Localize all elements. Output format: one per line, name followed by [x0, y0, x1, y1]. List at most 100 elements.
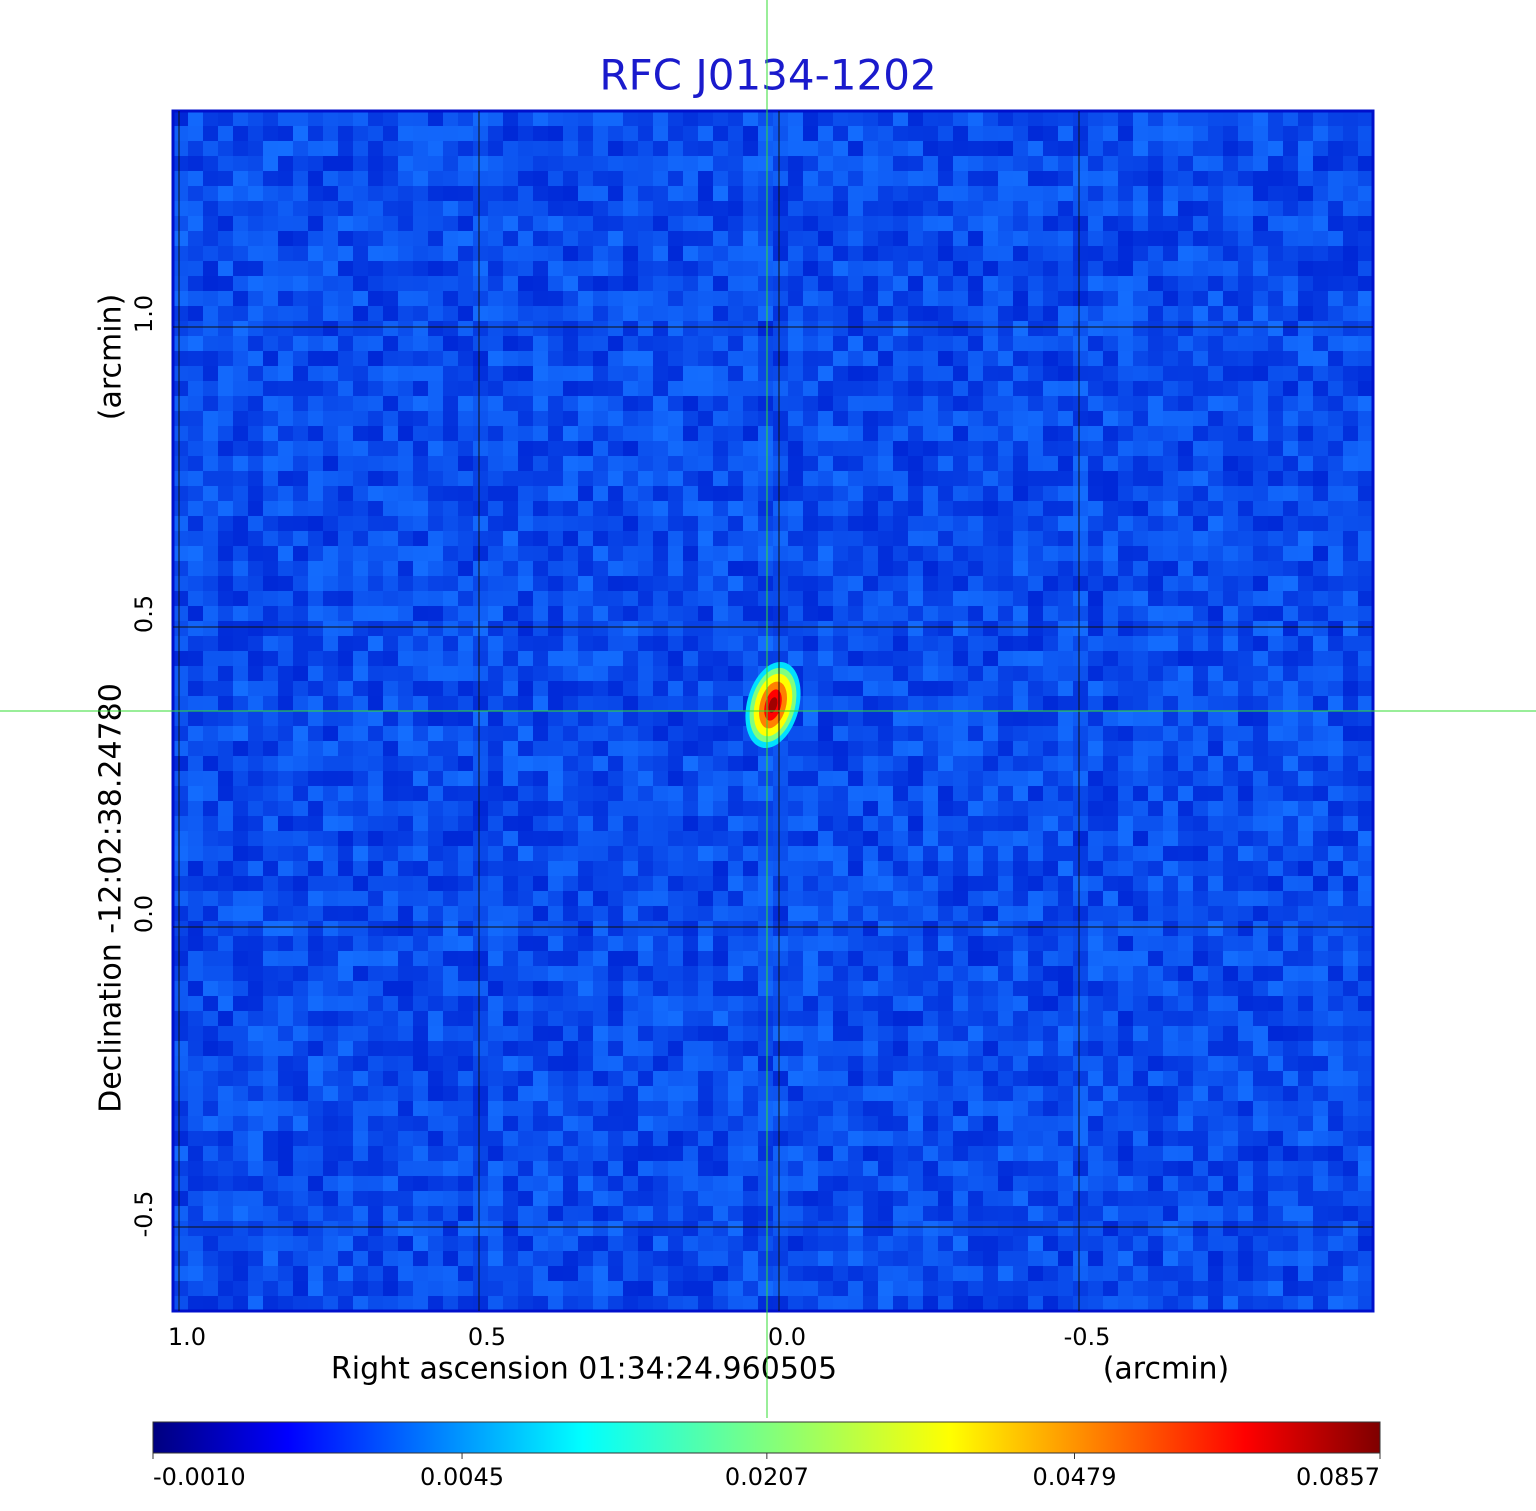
- noise-pixel: [1283, 141, 1298, 156]
- noise-pixel: [698, 426, 713, 441]
- noise-pixel: [458, 261, 473, 276]
- noise-pixel: [743, 111, 758, 126]
- noise-pixel: [413, 171, 428, 186]
- noise-pixel: [653, 186, 668, 201]
- noise-pixel: [908, 396, 923, 411]
- noise-pixel: [188, 396, 203, 411]
- noise-pixel: [953, 501, 968, 516]
- noise-pixel: [308, 351, 323, 366]
- noise-pixel: [263, 726, 278, 741]
- noise-pixel: [908, 846, 923, 861]
- noise-pixel: [818, 696, 833, 711]
- noise-pixel: [518, 411, 533, 426]
- noise-pixel: [458, 666, 473, 681]
- noise-pixel: [233, 186, 248, 201]
- noise-pixel: [1028, 261, 1043, 276]
- noise-pixel: [503, 951, 518, 966]
- noise-pixel: [818, 771, 833, 786]
- noise-pixel: [833, 831, 848, 846]
- noise-pixel: [1223, 186, 1238, 201]
- noise-pixel: [338, 591, 353, 606]
- noise-pixel: [518, 936, 533, 951]
- noise-pixel: [713, 711, 728, 726]
- noise-pixel: [803, 456, 818, 471]
- noise-pixel: [1028, 321, 1043, 336]
- noise-pixel: [368, 576, 383, 591]
- noise-pixel: [1028, 1011, 1043, 1026]
- noise-pixel: [518, 111, 533, 126]
- noise-pixel: [728, 846, 743, 861]
- noise-pixel: [908, 936, 923, 951]
- noise-pixel: [1193, 276, 1208, 291]
- noise-pixel: [248, 231, 263, 246]
- noise-pixel: [908, 741, 923, 756]
- noise-pixel: [548, 726, 563, 741]
- noise-pixel: [1163, 426, 1178, 441]
- noise-pixel: [818, 726, 833, 741]
- noise-pixel: [1118, 306, 1133, 321]
- noise-pixel: [428, 951, 443, 966]
- noise-pixel: [1238, 246, 1253, 261]
- noise-pixel: [968, 606, 983, 621]
- noise-pixel: [188, 261, 203, 276]
- noise-pixel: [473, 786, 488, 801]
- noise-pixel: [788, 366, 803, 381]
- noise-pixel: [593, 651, 608, 666]
- noise-pixel: [1283, 636, 1298, 651]
- noise-pixel: [1358, 471, 1373, 486]
- noise-pixel: [998, 456, 1013, 471]
- noise-pixel: [878, 351, 893, 366]
- noise-pixel: [668, 891, 683, 906]
- noise-pixel: [893, 696, 908, 711]
- noise-pixel: [833, 156, 848, 171]
- noise-pixel: [878, 456, 893, 471]
- noise-pixel: [1028, 921, 1043, 936]
- noise-pixel: [278, 891, 293, 906]
- noise-pixel: [1358, 861, 1373, 876]
- noise-pixel: [383, 891, 398, 906]
- noise-pixel: [743, 996, 758, 1011]
- noise-pixel: [1088, 141, 1103, 156]
- noise-pixel: [818, 1011, 833, 1026]
- noise-pixel: [1163, 321, 1178, 336]
- noise-pixel: [773, 891, 788, 906]
- noise-pixel: [1343, 921, 1358, 936]
- noise-pixel: [278, 546, 293, 561]
- noise-pixel: [683, 171, 698, 186]
- noise-pixel: [1013, 741, 1028, 756]
- noise-pixel: [803, 576, 818, 591]
- noise-pixel: [953, 201, 968, 216]
- noise-pixel: [1298, 606, 1313, 621]
- noise-pixel: [713, 651, 728, 666]
- noise-pixel: [1118, 291, 1133, 306]
- noise-pixel: [518, 906, 533, 921]
- noise-pixel: [398, 1011, 413, 1026]
- noise-pixel: [1073, 576, 1088, 591]
- noise-pixel: [668, 546, 683, 561]
- noise-pixel: [1283, 426, 1298, 441]
- noise-pixel: [908, 666, 923, 681]
- noise-pixel: [758, 141, 773, 156]
- noise-pixel: [293, 396, 308, 411]
- noise-pixel: [1118, 906, 1133, 921]
- noise-pixel: [803, 396, 818, 411]
- noise-pixel: [683, 546, 698, 561]
- noise-pixel: [1313, 456, 1328, 471]
- noise-pixel: [218, 141, 233, 156]
- noise-pixel: [218, 621, 233, 636]
- noise-pixel: [1073, 681, 1088, 696]
- noise-pixel: [293, 756, 308, 771]
- noise-pixel: [323, 126, 338, 141]
- noise-pixel: [338, 351, 353, 366]
- noise-pixel: [728, 741, 743, 756]
- noise-pixel: [713, 186, 728, 201]
- noise-pixel: [1088, 726, 1103, 741]
- noise-pixel: [1073, 606, 1088, 621]
- noise-pixel: [428, 186, 443, 201]
- noise-pixel: [533, 261, 548, 276]
- noise-pixel: [1358, 396, 1373, 411]
- noise-pixel: [353, 291, 368, 306]
- noise-pixel: [368, 906, 383, 921]
- noise-pixel: [938, 996, 953, 1011]
- noise-pixel: [638, 1041, 653, 1056]
